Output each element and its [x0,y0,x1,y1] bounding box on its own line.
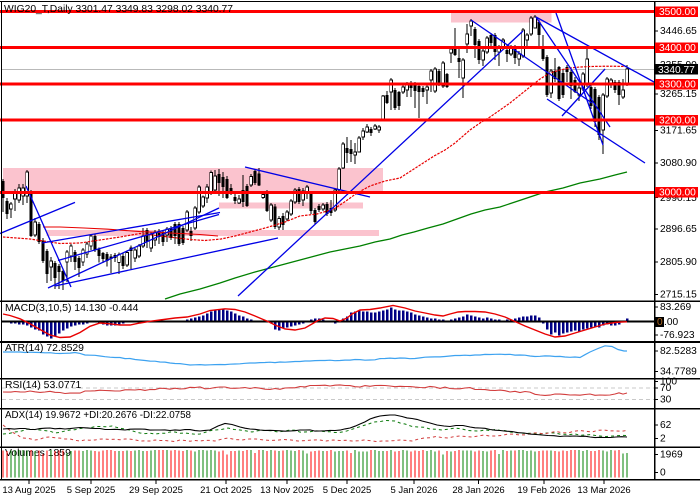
svg-text:3080.90: 3080.90 [660,158,697,169]
svg-text:19 Feb 2026: 19 Feb 2026 [517,485,570,496]
svg-text:.00: .00 [664,317,678,328]
svg-text:29 Sep 2025: 29 Sep 2025 [129,485,183,496]
svg-text:5 Sep 2025: 5 Sep 2025 [67,485,116,496]
svg-text:34.7789: 34.7789 [660,367,697,378]
svg-text:1969: 1969 [660,450,683,461]
svg-text:2805.90: 2805.90 [660,257,697,268]
svg-text:5 Jan 2026: 5 Jan 2026 [390,485,437,496]
svg-text:3171.65: 3171.65 [660,126,697,137]
svg-text:13 Mar 2026: 13 Mar 2026 [577,485,630,496]
svg-text:30: 30 [660,395,672,406]
svg-text:MACD(3,10,5) 14.130 -0.444: MACD(3,10,5) 14.130 -0.444 [5,303,139,314]
svg-text:0: 0 [657,317,663,328]
svg-text:WIG20_T,Daily 3301.47 3349.83: WIG20_T,Daily 3301.47 3349.83 3298.02 33… [4,4,233,15]
svg-text:100: 100 [660,377,677,388]
svg-text:3400.00: 3400.00 [659,43,696,54]
svg-text:RSI(14) 53.0771: RSI(14) 53.0771 [5,380,81,391]
svg-text:3200.00: 3200.00 [659,116,696,127]
svg-text:-76.923: -76.923 [660,330,695,341]
svg-text:Volumes 1859: Volumes 1859 [5,448,71,459]
svg-text:0: 0 [660,468,666,479]
svg-text:3446.65: 3446.65 [660,26,697,37]
svg-text:13 Aug 2025: 13 Aug 2025 [2,485,55,496]
svg-text:83.269: 83.269 [660,302,691,313]
svg-text:62: 62 [660,420,672,431]
svg-text:3340.77: 3340.77 [658,65,695,76]
svg-text:3300.00: 3300.00 [659,79,696,90]
svg-text:2990.15: 2990.15 [660,193,697,204]
svg-text:ATR(14) 72.8529: ATR(14) 72.8529 [5,343,84,354]
svg-text:5 Dec 2025: 5 Dec 2025 [323,485,372,496]
svg-text:ADX(14) 19.9672 +DI:20.2676 -D: ADX(14) 19.9672 +DI:20.2676 -DI:22.0758 [5,410,192,421]
svg-text:28 Jan 2026: 28 Jan 2026 [452,485,504,496]
svg-text:2: 2 [660,434,666,445]
svg-text:21 Oct 2025: 21 Oct 2025 [200,485,252,496]
svg-text:3265.15: 3265.15 [660,89,697,100]
svg-text:2896.65: 2896.65 [660,224,697,235]
svg-text:3500.00: 3500.00 [659,7,696,18]
svg-text:82.5283: 82.5283 [660,346,697,357]
svg-text:3000.00: 3000.00 [659,188,696,199]
svg-text:70: 70 [660,383,672,394]
svg-text:13 Nov 2025: 13 Nov 2025 [260,485,314,496]
svg-text:2715.15: 2715.15 [660,290,697,301]
